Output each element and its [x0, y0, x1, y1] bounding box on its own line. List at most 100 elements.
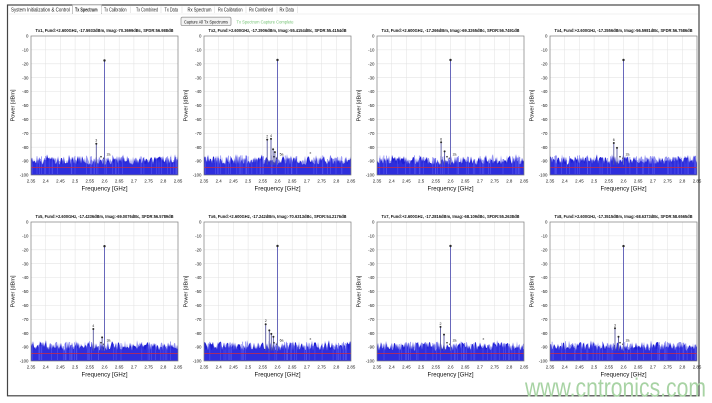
svg-text:-100: -100: [20, 173, 29, 178]
svg-text:2.5: 2.5: [72, 178, 79, 183]
svg-text:2.5: 2.5: [591, 178, 598, 183]
svg-text:Frequency [GHz]: Frequency [GHz]: [81, 186, 127, 193]
svg-text:-70: -70: [195, 131, 202, 136]
svg-text:-50: -50: [195, 289, 202, 294]
svg-text:2.75: 2.75: [317, 178, 326, 183]
svg-text:2.7: 2.7: [304, 364, 311, 369]
svg-text:2.7: 2.7: [477, 364, 484, 369]
svg-text:2.8: 2.8: [160, 178, 167, 183]
svg-text:-100: -100: [193, 359, 202, 364]
svg-text:2.4: 2.4: [562, 178, 569, 183]
svg-text:-60: -60: [195, 117, 202, 122]
svg-text:2.65: 2.65: [461, 178, 470, 183]
svg-text:2.85: 2.85: [174, 364, 183, 369]
svg-text:-80: -80: [22, 331, 29, 336]
svg-text:2.6: 2.6: [447, 364, 454, 369]
svg-text:-10: -10: [541, 48, 548, 53]
svg-text:2.35: 2.35: [200, 178, 209, 183]
svg-text:2.7: 2.7: [304, 178, 311, 183]
svg-text:3: 3: [614, 323, 616, 327]
svg-text:2.8: 2.8: [333, 364, 340, 369]
svg-text:2: 2: [440, 322, 442, 326]
svg-text:2.35: 2.35: [546, 364, 555, 369]
svg-text:-50: -50: [195, 103, 202, 108]
svg-text:2.85: 2.85: [693, 364, 702, 369]
svg-text:-20: -20: [368, 61, 375, 66]
svg-text:2.55: 2.55: [605, 178, 614, 183]
svg-text:2.35: 2.35: [373, 178, 382, 183]
svg-text:4: 4: [270, 134, 272, 138]
svg-text:2.55: 2.55: [259, 364, 268, 369]
svg-text:2.45: 2.45: [402, 178, 411, 183]
svg-text:2.4: 2.4: [43, 364, 50, 369]
svg-text:-10: -10: [195, 48, 202, 53]
svg-text:2.55: 2.55: [432, 178, 441, 183]
svg-text:-60: -60: [541, 117, 548, 122]
svg-text:-50: -50: [22, 289, 29, 294]
svg-text:-60: -60: [368, 303, 375, 308]
svg-text:-70: -70: [541, 317, 548, 322]
svg-text:2.65: 2.65: [634, 364, 643, 369]
svg-text:Frequency [GHz]: Frequency [GHz]: [254, 186, 300, 193]
svg-text:-20: -20: [195, 61, 202, 66]
svg-text:-90: -90: [195, 345, 202, 350]
svg-text:2.45: 2.45: [229, 178, 238, 183]
svg-text:-10: -10: [541, 234, 548, 239]
svg-text:2.55: 2.55: [432, 364, 441, 369]
svg-text:0: 0: [372, 220, 375, 225]
svg-text:-70: -70: [22, 317, 29, 322]
svg-text:-40: -40: [22, 275, 29, 280]
svg-text:-50: -50: [541, 103, 548, 108]
svg-text:-80: -80: [195, 145, 202, 150]
svg-text:Rx Calibration: Rx Calibration: [218, 8, 243, 14]
svg-text:2.85: 2.85: [520, 178, 529, 183]
svg-text:Frequency [GHz]: Frequency [GHz]: [600, 186, 646, 193]
svg-text:Power [dBm]: Power [dBm]: [11, 275, 17, 307]
svg-text:0: 0: [199, 220, 202, 225]
svg-text:-70: -70: [22, 131, 29, 136]
svg-text:x: x: [310, 337, 312, 341]
svg-text:2.7: 2.7: [650, 178, 657, 183]
svg-text:x: x: [310, 151, 312, 155]
svg-text:-30: -30: [541, 261, 548, 266]
svg-text:-70: -70: [368, 131, 375, 136]
svg-text:2: 2: [266, 135, 268, 139]
svg-text:-90: -90: [541, 345, 548, 350]
svg-text:2.5: 2.5: [418, 364, 425, 369]
svg-text:-100: -100: [366, 359, 375, 364]
svg-text:-20: -20: [22, 61, 29, 66]
svg-text:Power [dBm]: Power [dBm]: [357, 89, 363, 121]
svg-text:-40: -40: [195, 275, 202, 280]
svg-text:Frequency [GHz]: Frequency [GHz]: [254, 372, 300, 379]
svg-text:-30: -30: [195, 75, 202, 80]
svg-text:2.75: 2.75: [663, 364, 672, 369]
svg-text:2.55: 2.55: [259, 178, 268, 183]
svg-text:2.35: 2.35: [200, 364, 209, 369]
svg-text:-40: -40: [22, 89, 29, 94]
svg-text:Frequency [GHz]: Frequency [GHz]: [427, 372, 473, 379]
svg-text:-50: -50: [368, 103, 375, 108]
svg-text:-90: -90: [368, 345, 375, 350]
svg-text:Tx Spectrum Capture Complete: Tx Spectrum Capture Complete: [237, 19, 294, 25]
svg-text:0: 0: [545, 34, 548, 39]
svg-text:2.8: 2.8: [679, 178, 686, 183]
svg-text:Tx8, Fund:+2.600GHz, -17.3515d: Tx8, Fund:+2.600GHz, -17.3515dBm, Imag:-…: [555, 214, 694, 219]
svg-text:2.45: 2.45: [56, 364, 65, 369]
svg-text:Rx Combined: Rx Combined: [249, 8, 273, 14]
svg-text:-80: -80: [368, 331, 375, 336]
svg-text:-20: -20: [541, 61, 548, 66]
svg-text:Tx1, Fund:+2.600GHz, -17.5933d: Tx1, Fund:+2.600GHz, -17.5933dBm, Imag:-…: [36, 28, 175, 33]
svg-text:-100: -100: [539, 359, 548, 364]
svg-text:2.8: 2.8: [333, 178, 340, 183]
svg-text:2.55: 2.55: [86, 364, 95, 369]
svg-text:3a: 3a: [107, 338, 111, 342]
svg-text:-10: -10: [22, 234, 29, 239]
svg-text:2.7: 2.7: [131, 364, 138, 369]
svg-text:-30: -30: [541, 75, 548, 80]
svg-text:-70: -70: [541, 131, 548, 136]
svg-text:2.65: 2.65: [634, 178, 643, 183]
svg-text:2a: 2a: [453, 338, 457, 342]
svg-text:2.75: 2.75: [144, 364, 153, 369]
svg-text:2.5: 2.5: [418, 178, 425, 183]
svg-text:-60: -60: [195, 303, 202, 308]
